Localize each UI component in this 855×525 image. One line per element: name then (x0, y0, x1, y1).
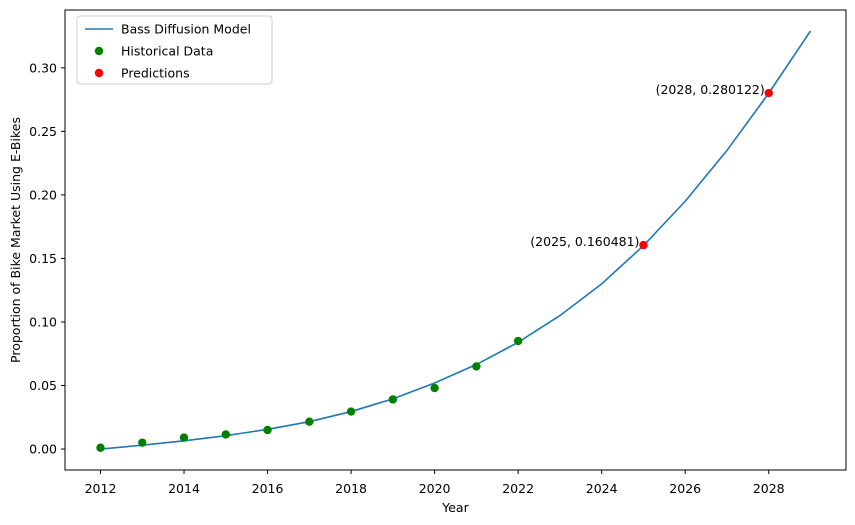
x-axis-ticks: 2012 2014 2016 2018 2020 2022 2024 2026 2028 (85, 470, 785, 496)
historical-data-point (472, 362, 481, 371)
historical-data-point (430, 383, 439, 393)
historical-data-point (305, 417, 314, 426)
plot-frame (64, 9, 847, 471)
historical-data-point (346, 407, 356, 416)
x-tick-label: 2014 (168, 481, 200, 496)
x-tick-label: 2026 (669, 481, 701, 496)
x-tick-label: 2012 (85, 481, 117, 496)
y-tick-label: 0.10 (29, 314, 57, 329)
legend-entry-label: Historical Data (121, 44, 213, 59)
prediction-point (639, 240, 648, 250)
historical-data-point (96, 443, 105, 452)
x-tick-label: 2016 (252, 481, 284, 496)
y-axis-label: Proportion of Bike Market Using E-Bikes (8, 117, 23, 363)
historical-data-point (138, 438, 147, 447)
points-layer (96, 88, 773, 452)
legend: Bass Diffusion Model Historical Data Predi… (76, 15, 273, 85)
historical-data-point (388, 395, 398, 404)
x-axis-label: Year (441, 500, 469, 515)
prediction-annotation: (2025, 0.160481) (530, 234, 639, 249)
legend-entry-label: Bass Diffusion Model (121, 22, 251, 37)
legend-marker-swatch (94, 68, 104, 78)
legend-marker-swatch (94, 46, 104, 56)
y-tick-label: 0.30 (29, 60, 57, 75)
y-axis-ticks: 0.00 0.05 0.10 0.15 0.20 0.25 0.30 (29, 60, 65, 457)
y-tick-label: 0.15 (29, 251, 57, 266)
y-tick-label: 0.00 (29, 442, 57, 457)
x-tick-label: 2024 (586, 481, 618, 496)
y-tick-label: 0.25 (29, 124, 57, 139)
annotations-layer: (2025, 0.160481) (2028, 0.280122) (530, 82, 764, 249)
historical-data-point (179, 433, 189, 442)
lines-layer (100, 30, 812, 450)
plot-area (65, 10, 846, 470)
x-tick-label: 2020 (419, 481, 451, 496)
historical-data-point (221, 430, 230, 439)
legend-entry-label: Predictions (121, 66, 190, 81)
prediction-point (764, 88, 773, 98)
prediction-annotation: (2028, 0.280122) (656, 82, 765, 97)
historical-data-point (513, 336, 523, 346)
x-tick-label: 2022 (502, 481, 534, 496)
x-tick-label: 2028 (753, 481, 785, 496)
y-tick-label: 0.20 (29, 187, 57, 202)
y-tick-label: 0.05 (29, 378, 57, 393)
legend-box (76, 15, 273, 85)
historical-data-point (263, 425, 272, 435)
series-line-bass-diffusion (100, 30, 812, 450)
x-tick-label: 2018 (335, 481, 367, 496)
